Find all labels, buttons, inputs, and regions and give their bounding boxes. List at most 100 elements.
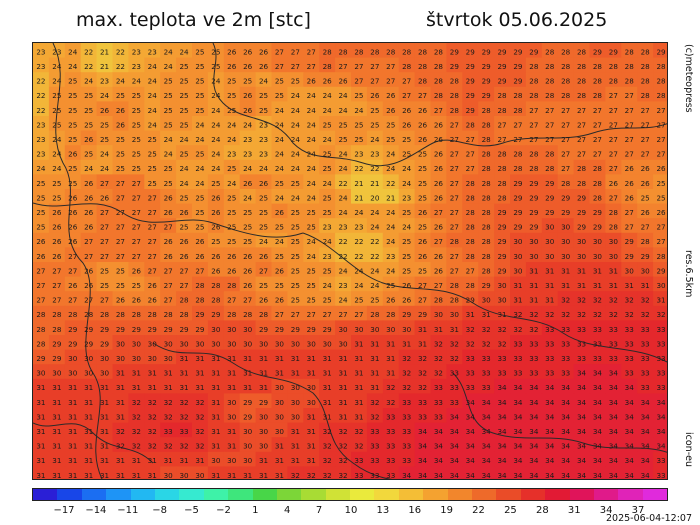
temperature-cell — [589, 159, 606, 175]
temperature-cell — [319, 43, 336, 59]
temperature-value-label: 24 — [291, 120, 301, 129]
temperature-value-label: 31 — [275, 369, 284, 378]
colorbar-segment — [423, 489, 448, 500]
temperature-value-label: 27 — [450, 223, 459, 232]
temperature-value-label: 21 — [354, 193, 363, 202]
temperature-value-label: 26 — [434, 266, 444, 275]
temperature-value-label: 34 — [609, 412, 619, 421]
temperature-value-label: 24 — [148, 120, 158, 129]
temperature-value-label: 34 — [450, 412, 460, 421]
temperature-value-label: 34 — [529, 412, 539, 421]
temperature-cell — [398, 232, 416, 248]
temperature-value-label: 29 — [100, 339, 110, 348]
temperature-cell — [510, 189, 527, 205]
temperature-value-label: 25 — [68, 77, 77, 86]
temperature-value-label: 33 — [386, 442, 395, 451]
temperature-cell — [621, 116, 638, 132]
temperature-cell — [207, 159, 225, 175]
temperature-value-label: 29 — [561, 193, 571, 202]
temperature-cell — [541, 43, 559, 59]
temperature-cell — [255, 130, 273, 146]
temperature-value-label: 29 — [84, 339, 94, 348]
temperature-cell — [112, 57, 129, 73]
temperature-value-label: 31 — [323, 369, 332, 378]
temperature-value-label: 31 — [354, 339, 363, 348]
temperature-value-label: 25 — [100, 135, 109, 144]
temperature-cell — [446, 232, 463, 248]
temperature-value-label: 27 — [116, 179, 125, 188]
temperature-cell — [287, 247, 304, 263]
temperature-cell — [33, 101, 50, 117]
temperature-value-label: 31 — [370, 354, 379, 363]
temperature-value-label: 31 — [656, 296, 665, 305]
temperature-value-label: 34 — [593, 398, 603, 407]
temperature-value-label: 31 — [338, 354, 347, 363]
temperature-value-label: 31 — [164, 383, 173, 392]
temperature-cell — [430, 203, 447, 219]
temperature-cell — [80, 130, 98, 146]
colorbar-segment — [130, 489, 155, 500]
temperature-value-label: 24 — [36, 164, 46, 173]
temperature-cell — [573, 43, 591, 59]
temperature-value-label: 28 — [482, 237, 492, 246]
temperature-cell — [462, 116, 479, 132]
temperature-value-label: 30 — [561, 223, 571, 232]
temperature-value-label: 29 — [513, 193, 523, 202]
temperature-cell — [80, 174, 98, 190]
temperature-value-label: 33 — [402, 412, 411, 421]
temperature-value-label: 34 — [434, 427, 444, 436]
temperature-cell — [287, 72, 304, 88]
temperature-value-label: 34 — [497, 412, 507, 421]
temperature-value-label: 23 — [338, 223, 347, 232]
temperature-cell — [335, 189, 352, 205]
temperature-value-label: 26 — [52, 208, 62, 217]
temperature-value-label: 29 — [195, 325, 205, 334]
temperature-value-label: 24 — [291, 135, 301, 144]
temperature-value-label: 29 — [513, 77, 523, 86]
temperature-value-label: 28 — [179, 296, 189, 305]
temperature-cell — [430, 43, 447, 59]
temperature-value-label: 30 — [402, 325, 412, 334]
temperature-cell — [160, 145, 177, 161]
temperature-value-label: 25 — [84, 106, 93, 115]
temperature-cell — [80, 72, 98, 88]
temperature-cell — [303, 101, 320, 117]
temperature-value-label: 31 — [84, 442, 93, 451]
temperature-cell — [366, 101, 384, 117]
temperature-cell — [128, 218, 145, 234]
temperature-value-label: 33 — [656, 339, 665, 348]
temperature-value-label: 34 — [656, 427, 666, 436]
temperature-cell — [48, 203, 66, 219]
temperature-value-label: 28 — [482, 135, 492, 144]
temperature-value-label: 29 — [497, 252, 507, 261]
temperature-value-label: 34 — [561, 398, 571, 407]
temperature-value-label: 26 — [211, 252, 221, 261]
temperature-value-label: 32 — [402, 369, 411, 378]
temperature-value-label: 28 — [577, 164, 587, 173]
temperature-cell — [510, 145, 527, 161]
temperature-value-label: 34 — [402, 471, 412, 480]
temperature-cell — [525, 145, 543, 161]
temperature-value-label: 29 — [529, 179, 539, 188]
temperature-value-label: 26 — [52, 223, 62, 232]
temperature-cell — [176, 130, 193, 146]
temperature-value-label: 26 — [227, 252, 237, 261]
temperature-cell — [621, 43, 638, 59]
temperature-value-label: 34 — [625, 383, 635, 392]
temperature-value-label: 25 — [386, 281, 395, 290]
temperature-value-label: 24 — [211, 164, 221, 173]
temperature-value-label: 29 — [561, 208, 571, 217]
temperature-value-label: 33 — [370, 442, 379, 451]
temperature-cell — [128, 86, 145, 102]
temperature-value-label: 32 — [609, 310, 618, 319]
temperature-cell — [255, 247, 273, 263]
temperature-cell — [128, 72, 145, 88]
temperature-value-label: 33 — [370, 471, 379, 480]
temperature-value-label: 24 — [195, 120, 205, 129]
temperature-cell — [525, 189, 543, 205]
temperature-value-label: 34 — [466, 456, 476, 465]
temperature-value-label: 34 — [529, 471, 539, 480]
temperature-value-label: 28 — [545, 164, 555, 173]
temperature-cell — [525, 232, 543, 248]
temperature-cell — [128, 159, 145, 175]
